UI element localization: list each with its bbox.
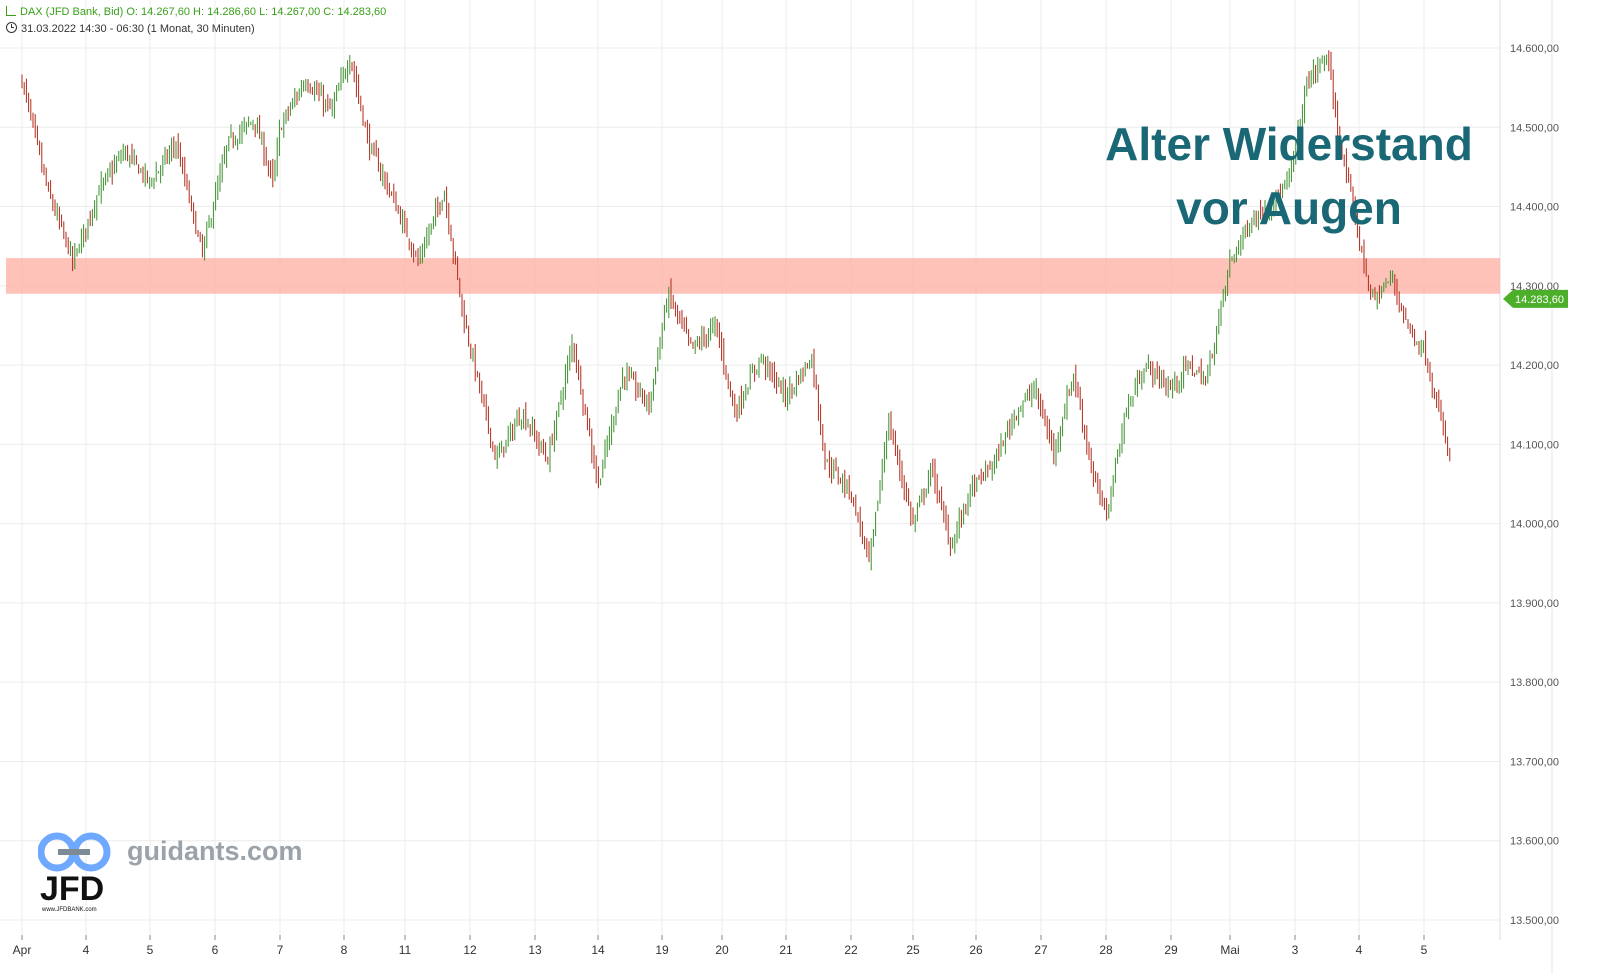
price-tag-label: 14.283,60 (1515, 294, 1564, 306)
logo-text: guidants.com (127, 836, 303, 866)
x-tick-label: 28 (1099, 943, 1113, 957)
x-tick-label: 13 (528, 943, 542, 957)
x-tick-label: 14 (591, 943, 605, 957)
y-tick-label: 13.600,00 (1510, 836, 1559, 848)
jfd-logo: JFD (40, 870, 105, 908)
x-axis: Apr 4 5 6 7 8 11 12 13 14 19 20 21 22 25 26 27 28 29 Mai 3 4 5 (13, 935, 1428, 957)
chart-grid (0, 0, 1501, 940)
last-price-tag: 14.283,60 (1503, 289, 1568, 308)
candles (21, 50, 1451, 571)
x-tick-label: Mai (1220, 943, 1239, 957)
y-tick-label: 13.700,00 (1510, 756, 1559, 768)
x-tick-label: 6 (212, 943, 219, 957)
x-tick-label: 25 (906, 943, 920, 957)
resistance-zone (6, 258, 1500, 294)
y-tick-label: 14.500,00 (1510, 122, 1559, 134)
chart-icon (6, 6, 16, 16)
x-tick-label: 19 (655, 943, 669, 957)
y-axis: 14.600,00 14.500,00 14.400,00 14.300,00 14.2… (1510, 43, 1559, 927)
x-tick-label: Apr (13, 943, 32, 957)
annotation-line1: Alter Widerstand (1105, 118, 1473, 170)
y-tick-label: 13.800,00 (1510, 677, 1559, 689)
x-tick-label: 21 (779, 943, 793, 957)
jfd-url: www.JFDBANK.com (42, 907, 97, 913)
price-tag-shape (1503, 289, 1568, 308)
annotation-line2: vor Augen (1176, 182, 1402, 234)
guidants-logo-icon (38, 832, 111, 872)
y-tick-label: 14.400,00 (1510, 202, 1559, 214)
y-tick-label: 14.200,00 (1510, 360, 1559, 372)
x-tick-label: 4 (1356, 943, 1363, 957)
period-header: 31.03.2022 14:30 - 06:30 (1 Monat, 30 Mi… (6, 22, 255, 35)
x-tick-label: 5 (147, 943, 154, 957)
y-tick-label: 14.100,00 (1510, 439, 1559, 451)
x-tick-label: 3 (1292, 943, 1299, 957)
symbol-ohlc-header: DAX (JFD Bank, Bid) O: 14.267,60 H: 14.2… (6, 6, 386, 18)
x-tick-label: 26 (969, 943, 983, 957)
annotation: Alter Widerstand vor Augen (1078, 112, 1500, 240)
y-tick-label: 14.300,00 (1510, 281, 1559, 293)
x-tick-label: 27 (1034, 943, 1048, 957)
period-text: 31.03.2022 14:30 - 06:30 (1 Monat, 30 Mi… (21, 23, 255, 35)
x-tick-label: 5 (1421, 943, 1428, 957)
x-tick-label: 8 (341, 943, 348, 957)
y-tick-label: 14.000,00 (1510, 519, 1559, 531)
y-tick-label: 13.500,00 (1510, 915, 1559, 927)
x-tick-label: 20 (715, 943, 729, 957)
clock-icon (6, 22, 17, 33)
x-tick-label: 4 (83, 943, 90, 957)
x-tick-label: 12 (463, 943, 477, 957)
y-tick-label: 13.900,00 (1510, 598, 1559, 610)
x-tick-label: 29 (1164, 943, 1178, 957)
ohlc-text: DAX (JFD Bank, Bid) O: 14.267,60 H: 14.2… (20, 6, 387, 18)
y-tick-label: 14.600,00 (1510, 43, 1559, 55)
x-tick-label: 22 (844, 943, 858, 957)
x-tick-label: 7 (277, 943, 284, 957)
x-tick-label: 11 (399, 943, 412, 957)
